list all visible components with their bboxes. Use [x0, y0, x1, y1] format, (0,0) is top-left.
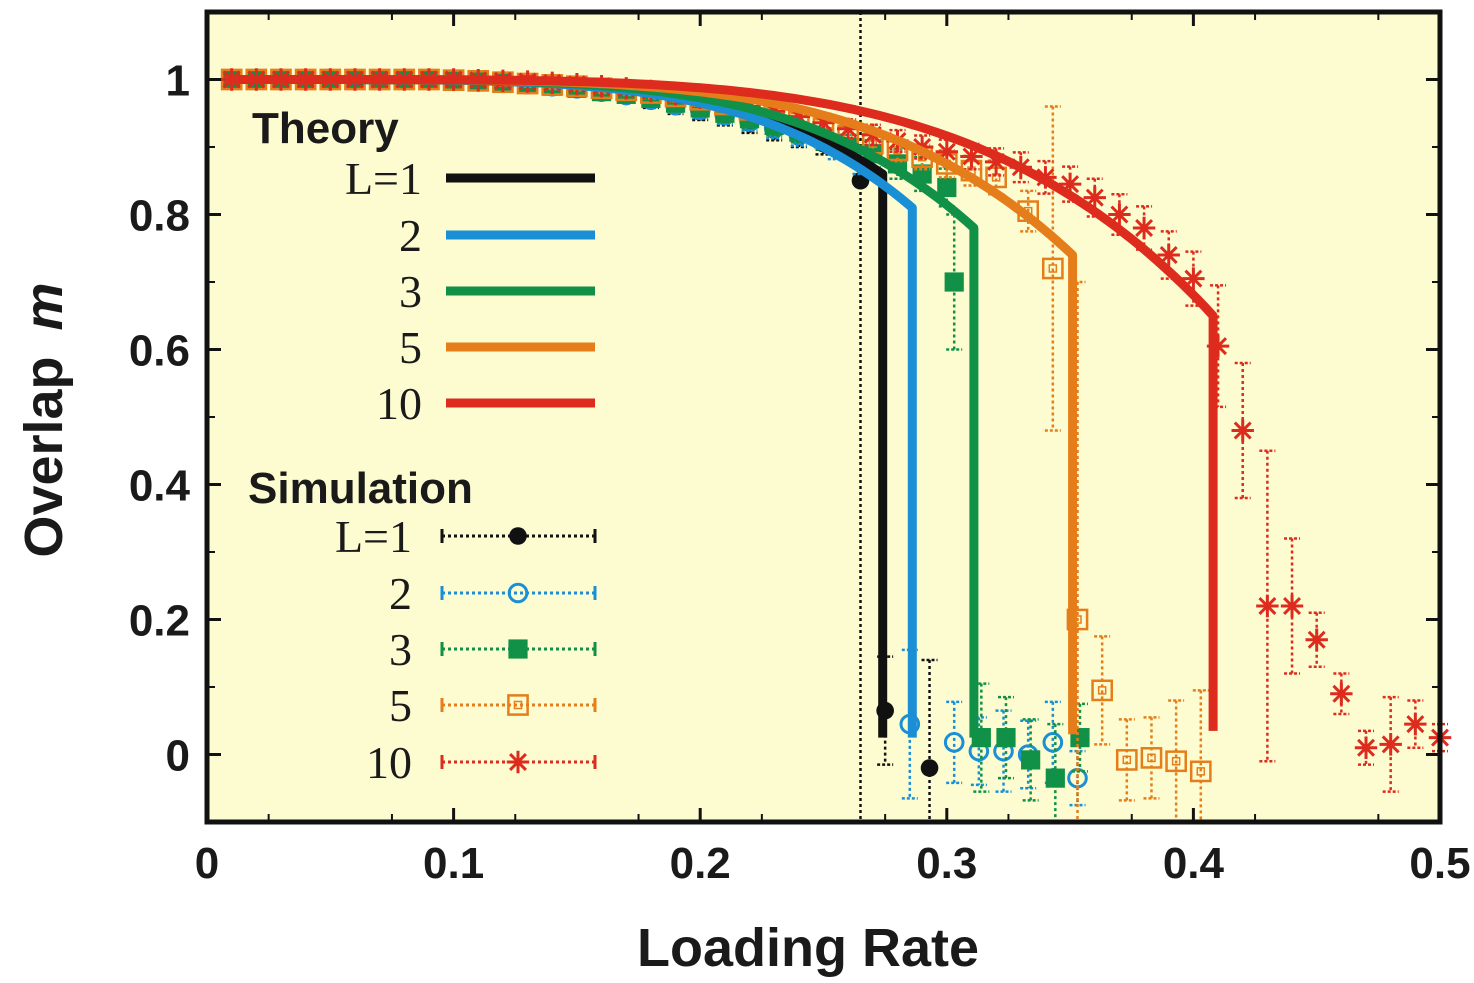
sim-point: [1115, 749, 1138, 771]
sim-point: [1045, 768, 1065, 788]
sim-point-inner: [1097, 686, 1107, 695]
sim-point: [787, 105, 811, 128]
sim-point-inner: [1147, 753, 1156, 763]
sim-point: [1140, 747, 1163, 769]
legend-simulation-marker: [507, 694, 529, 716]
sim-point: [1165, 750, 1187, 773]
sim-point: [1091, 679, 1114, 702]
sim-point: [937, 177, 957, 198]
x-tick-label: 0.2: [670, 839, 731, 888]
legend-theory-label: L=1: [345, 153, 422, 204]
legend-simulation-label: L=1: [335, 511, 412, 562]
legend-simulation-marker: [508, 639, 528, 659]
sim-point: [984, 150, 1008, 174]
sim-point-inner: [1196, 767, 1206, 776]
legend-simulation-label: 3: [389, 624, 412, 675]
sim-point: [1108, 203, 1131, 226]
legend-simulation-marker: [507, 582, 529, 604]
sim-point: [1083, 186, 1106, 209]
sim-point: [960, 145, 983, 168]
y-tick-label: 0.6: [129, 327, 190, 376]
sim-point: [1354, 736, 1378, 759]
y-tick-label: 0.4: [129, 462, 191, 511]
sim-point-inner: [1122, 755, 1132, 765]
sim-point: [1256, 594, 1279, 618]
legend-simulation-label: 10: [366, 737, 412, 788]
legend-theory-title: Theory: [252, 104, 399, 153]
legend-simulation-marker: [509, 527, 527, 545]
axis-ticks: [205, 12, 1442, 822]
y-tick-label: 0.8: [129, 192, 190, 241]
sim-point: [944, 272, 964, 292]
x-axis-title: Loading Rate: [637, 918, 979, 978]
x-tick-labels: 0 0.1 0.2 0.3 0.4 0.5: [195, 839, 1471, 888]
legend-theory-label: 10: [376, 378, 422, 429]
sim-point: [1189, 760, 1212, 783]
y-tick-label: 0: [166, 732, 190, 781]
sim-point: [1231, 419, 1254, 442]
sim-point: [920, 759, 939, 777]
legend-simulation-label: 2: [389, 568, 412, 619]
sim-point: [1021, 750, 1041, 770]
sim-point: [1404, 712, 1427, 736]
x-tick-label: 0.5: [1409, 839, 1470, 888]
x-tick-label: 0.4: [1163, 839, 1225, 888]
y-tick-labels: 0 0.2 0.4 0.6 0.8 1: [129, 57, 191, 781]
sim-point: [1157, 243, 1180, 267]
sim-point: [1132, 216, 1156, 240]
theory-curve-L10: [236, 75, 1218, 731]
legend-theory-label: 2: [399, 210, 422, 261]
x-tick-label: 0.3: [916, 839, 977, 888]
legend-theory-label: 5: [399, 322, 422, 373]
sim-point: [1182, 267, 1205, 290]
sim-point: [812, 111, 835, 134]
sim-point: [220, 68, 243, 91]
legend-simulation-items: L=1 235 10: [335, 511, 597, 788]
legend-simulation-label: 5: [389, 680, 412, 731]
y-tick-label: 0.2: [129, 597, 190, 646]
legend-simulation-title: Simulation: [248, 464, 473, 513]
sim-point: [1206, 334, 1230, 358]
legend-simulation-marker: [506, 750, 530, 774]
y-tick-label: 1: [166, 57, 190, 106]
sim-point: [1041, 257, 1064, 280]
sim-point-inner: [1171, 756, 1181, 766]
legend-theory-label: 3: [399, 266, 422, 317]
sim-point: [1042, 732, 1064, 753]
sim-point: [1058, 172, 1082, 196]
sim-point: [836, 117, 860, 140]
sim-point: [935, 140, 958, 163]
sim-point: [1066, 608, 1089, 631]
sim-point: [1280, 594, 1304, 618]
legend-simulation-marker-inner: [513, 700, 523, 710]
theory-curves: [236, 75, 1218, 738]
sim-point: [1305, 628, 1328, 651]
x-tick-label: 0: [195, 839, 219, 888]
x-tick-label: 0.1: [423, 839, 484, 888]
sim-point: [943, 732, 965, 753]
sim-point-inner: [1048, 264, 1058, 273]
y-axis-title: Overlapm: [14, 282, 74, 557]
sim-point: [996, 728, 1016, 748]
sim-point: [1379, 733, 1402, 756]
sim-point: [1330, 682, 1353, 705]
